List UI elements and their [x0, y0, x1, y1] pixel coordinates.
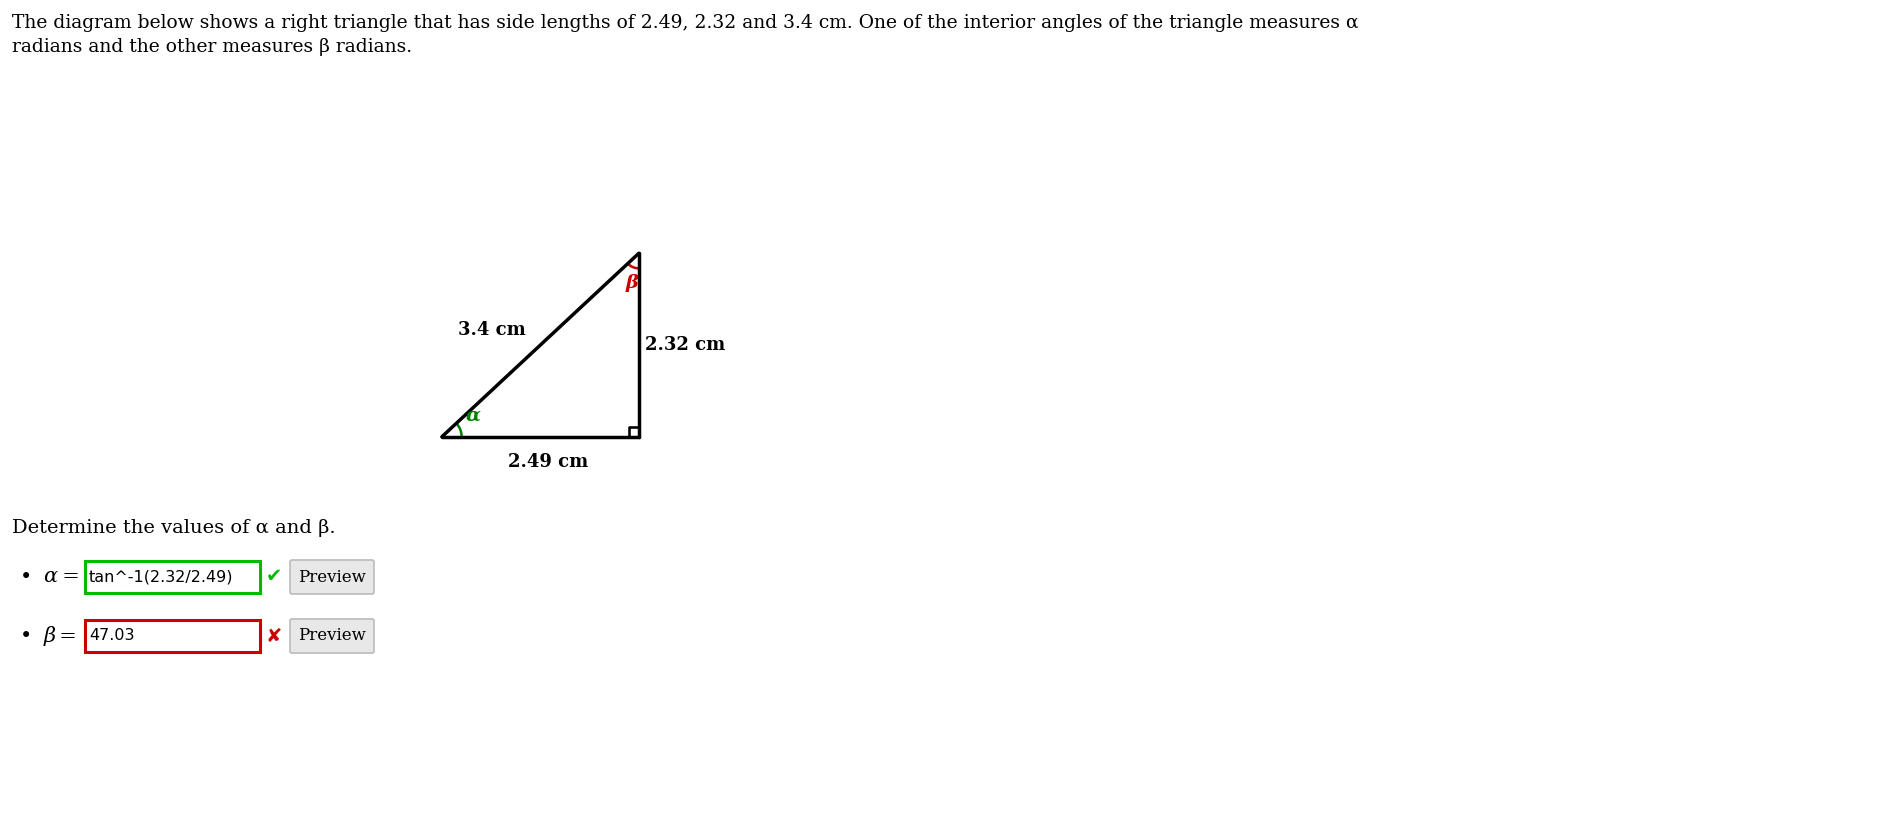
Text: α: α: [466, 407, 481, 425]
Text: Determine the values of α and β.: Determine the values of α and β.: [11, 519, 337, 537]
Text: 2.49 cm: 2.49 cm: [508, 453, 588, 470]
Text: α =: α =: [43, 567, 79, 587]
FancyBboxPatch shape: [290, 560, 374, 594]
FancyBboxPatch shape: [290, 619, 374, 653]
Text: tan^-1(2.32/2.49): tan^-1(2.32/2.49): [88, 570, 233, 584]
Text: Preview: Preview: [299, 568, 367, 585]
Text: 2.32 cm: 2.32 cm: [645, 336, 726, 354]
Text: ✘: ✘: [265, 627, 282, 646]
FancyBboxPatch shape: [85, 620, 259, 652]
Text: radians and the other measures β radians.: radians and the other measures β radians…: [11, 38, 412, 56]
FancyBboxPatch shape: [85, 561, 259, 593]
Text: ✔: ✔: [265, 567, 282, 587]
Text: The diagram below shows a right triangle that has side lengths of 2.49, 2.32 and: The diagram below shows a right triangle…: [11, 14, 1359, 32]
Text: 3.4 cm: 3.4 cm: [459, 321, 526, 339]
Text: •: •: [21, 626, 32, 646]
Text: β =: β =: [43, 626, 77, 646]
Text: Preview: Preview: [299, 628, 367, 645]
Text: β: β: [626, 274, 637, 291]
Text: 47.03: 47.03: [88, 628, 135, 644]
Text: •: •: [21, 567, 32, 587]
